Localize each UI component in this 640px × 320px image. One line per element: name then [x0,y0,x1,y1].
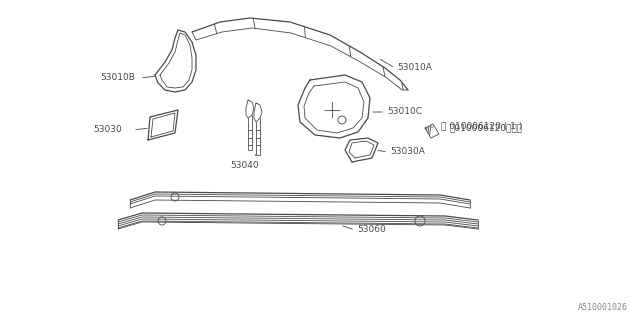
Text: 53010A: 53010A [397,63,432,73]
Text: 53010B: 53010B [100,74,135,83]
Text: Ⓑ 010006120 ( 1 ): Ⓑ 010006120 ( 1 ) [441,122,522,131]
Text: 53030: 53030 [93,125,122,134]
Text: 53040: 53040 [230,161,259,170]
Text: Ⓑ010006120（１）: Ⓑ010006120（１） [450,124,523,132]
Text: 53060: 53060 [357,226,386,235]
Text: 53010C: 53010C [387,108,422,116]
Text: 53030A: 53030A [390,148,425,156]
Text: A510001026: A510001026 [578,303,628,312]
